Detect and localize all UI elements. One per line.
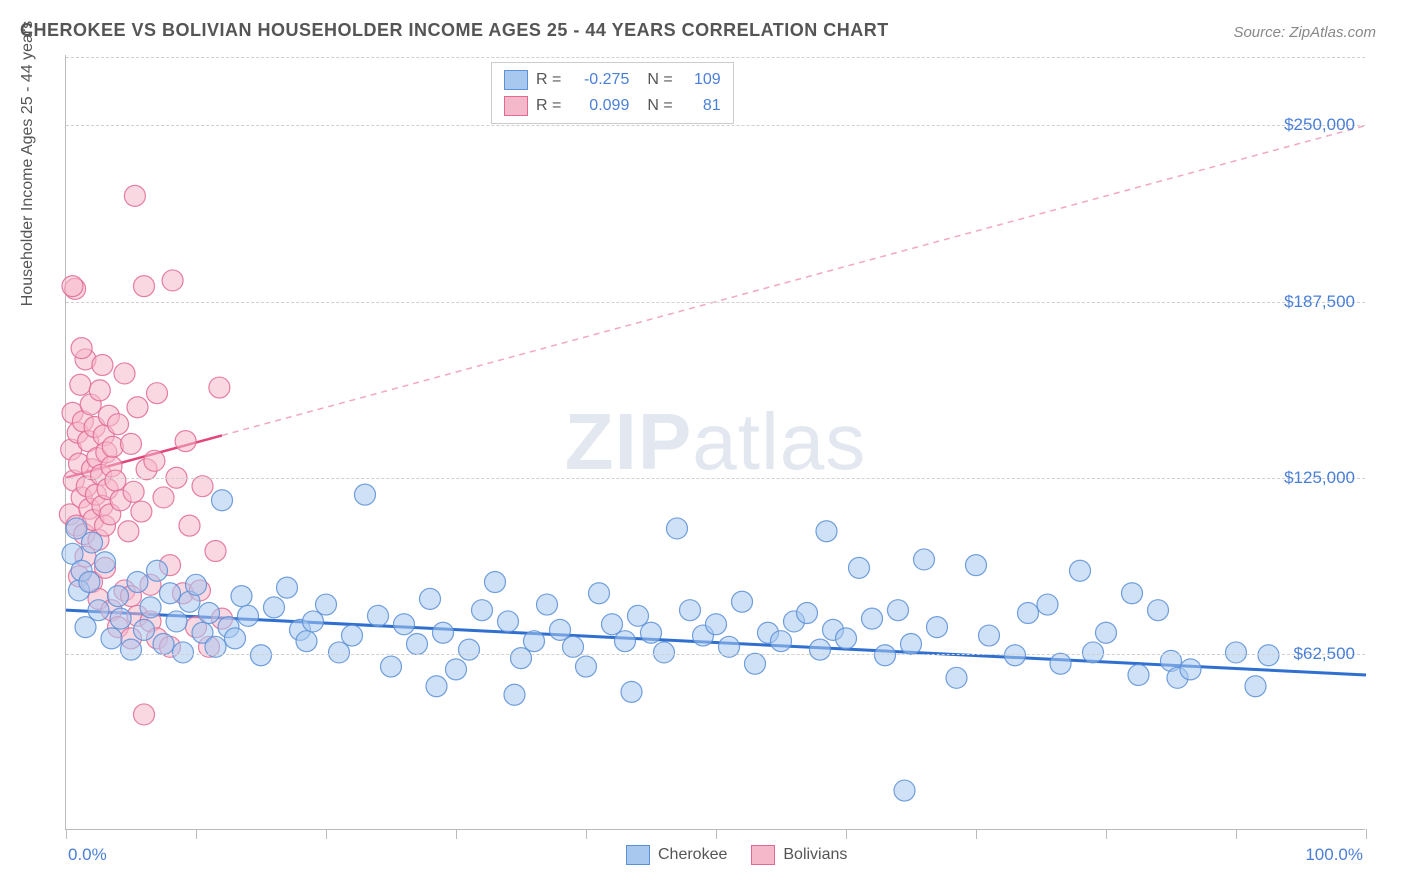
gridline <box>66 478 1365 479</box>
y-tick-label: $125,000 <box>1284 468 1355 488</box>
scatter-plot-svg <box>66 55 1365 829</box>
legend-item-bolivians: Bolivians <box>751 845 847 865</box>
x-tick-label: 0.0% <box>68 845 107 865</box>
x-tick <box>1366 829 1367 839</box>
cherokee-n-value: 109 <box>681 67 721 93</box>
gridline <box>66 125 1365 126</box>
chart-plot-area: ZIPatlas R = -0.275 N = 109 R = 0.099 N … <box>65 55 1365 830</box>
x-tick <box>716 829 717 839</box>
x-tick <box>976 829 977 839</box>
cherokee-color-swatch <box>504 70 528 90</box>
gridline <box>66 654 1365 655</box>
y-tick-label: $187,500 <box>1284 292 1355 312</box>
y-axis-label: Householder Income Ages 25 - 44 years <box>19 21 37 307</box>
bolivians-swatch-icon <box>751 845 775 865</box>
x-tick <box>1236 829 1237 839</box>
x-tick <box>196 829 197 839</box>
x-tick-label: 100.0% <box>1305 845 1363 865</box>
bolivians-n-value: 81 <box>681 93 721 119</box>
source-attribution: Source: ZipAtlas.com <box>1233 24 1376 41</box>
x-tick <box>456 829 457 839</box>
bolivians-r-value: 0.099 <box>569 93 629 119</box>
y-tick-label: $250,000 <box>1284 115 1355 135</box>
cherokee-r-value: -0.275 <box>569 67 629 93</box>
x-tick <box>586 829 587 839</box>
correlation-legend: R = -0.275 N = 109 R = 0.099 N = 81 <box>491 62 734 124</box>
legend-item-cherokee: Cherokee <box>626 845 727 865</box>
cherokee-swatch-icon <box>626 845 650 865</box>
gridline <box>66 302 1365 303</box>
legend-row-bolivians: R = 0.099 N = 81 <box>504 93 721 119</box>
x-tick <box>846 829 847 839</box>
series-legend: Cherokee Bolivians <box>626 845 847 865</box>
x-tick <box>326 829 327 839</box>
chart-title: CHEROKEE VS BOLIVIAN HOUSEHOLDER INCOME … <box>20 20 889 41</box>
x-tick <box>1106 829 1107 839</box>
bolivians-color-swatch <box>504 96 528 116</box>
legend-label-cherokee: Cherokee <box>658 846 727 864</box>
y-tick-label: $62,500 <box>1294 644 1355 664</box>
legend-row-cherokee: R = -0.275 N = 109 <box>504 67 721 93</box>
legend-label-bolivians: Bolivians <box>783 846 847 864</box>
x-tick <box>66 829 67 839</box>
